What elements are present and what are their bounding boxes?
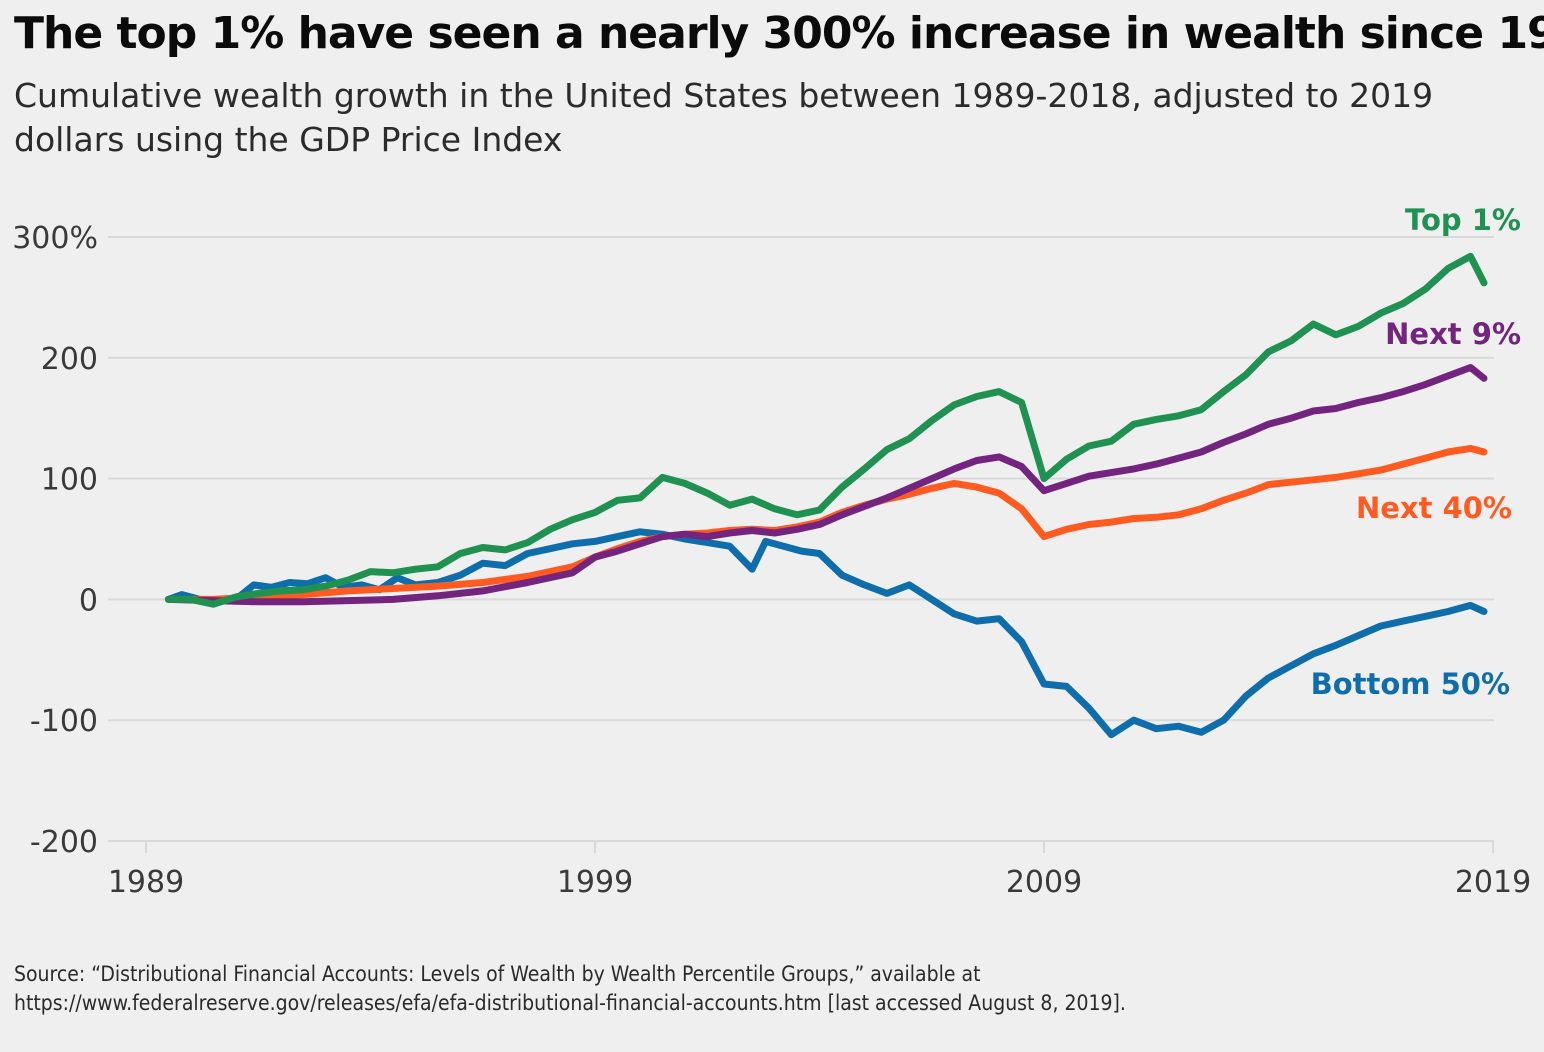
chart-title: The top 1% have seen a nearly 300% incre… [14,8,1544,59]
y-tick-label: 200 [41,342,98,377]
y-tick-label: 300% [12,221,98,256]
series-lines [164,252,1488,739]
line-chart: 300% 200 100 0 -100 -200 1989 1999 2009 2019 Top… [12,203,1531,900]
series-line-bottom-50 [164,528,1488,739]
series-line-top-1 [164,252,1488,608]
y-tick-label: 0 [79,583,98,618]
series-labels: Top 1% Next 9% Next 40% Bottom 50% [1311,203,1521,701]
y-tick-label: -100 [30,704,98,739]
series-label-next-40: Next 40% [1356,491,1512,525]
x-axis: 1989 1999 2009 2019 [108,841,1531,900]
gridlines [108,236,1494,842]
y-tick-label: 100 [41,463,98,498]
source-line-1: Source: “Distributional Financial Accoun… [14,962,981,986]
x-tick-label: 1989 [108,865,184,900]
series-line-next-40 [164,444,1488,603]
y-tick-label: -200 [30,825,98,860]
source-note: Source: “Distributional Financial Accoun… [14,960,1514,1018]
series-label-top-1: Top 1% [1405,203,1521,237]
x-tick-label: 2019 [1455,865,1531,900]
source-line-2: https://www.federalreserve.gov/releases/… [14,991,1126,1015]
series-label-next-9: Next 9% [1385,317,1521,351]
series-label-bottom-50: Bottom 50% [1311,667,1510,701]
x-tick-label: 1999 [557,865,633,900]
y-axis-tick-labels: 300% 200 100 0 -100 -200 [12,221,98,860]
series-line-next-9 [164,364,1488,606]
chart-subtitle: Cumulative wealth growth in the United S… [14,76,1434,159]
x-tick-label: 2009 [1006,865,1082,900]
